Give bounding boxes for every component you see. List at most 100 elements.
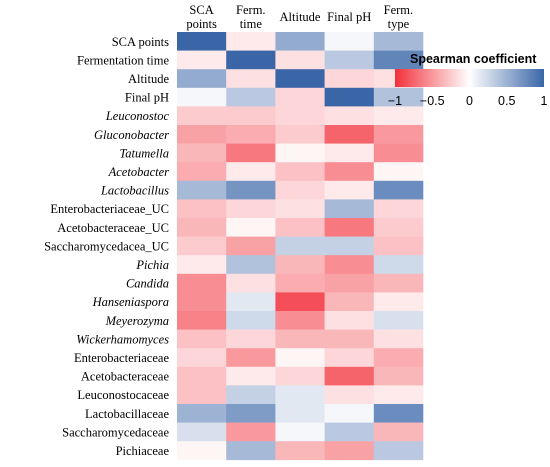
heatmap-cell <box>177 404 227 423</box>
heatmap-cell <box>373 32 424 51</box>
row-label: Tatumella <box>119 146 169 160</box>
heatmap-cell <box>177 125 227 144</box>
row-label: Gluconobacter <box>94 128 169 142</box>
heatmap-cell <box>177 366 227 386</box>
heatmap-cell <box>324 255 375 275</box>
row-label: Saccharomycedaceae <box>62 425 169 439</box>
heatmap-cell <box>275 422 325 442</box>
heatmap-cell <box>226 106 276 126</box>
heatmap-cell <box>373 385 424 405</box>
heatmap-cell <box>373 366 424 386</box>
heatmap-cell <box>373 162 424 182</box>
heatmap-cell <box>177 441 227 461</box>
row-label: Acetobacter <box>108 165 170 179</box>
heatmap-cell <box>324 69 375 89</box>
heatmap-cell <box>177 143 227 163</box>
heatmap-cell <box>226 218 276 237</box>
heatmap-cell <box>324 348 375 368</box>
row-label: SCA points <box>112 35 169 49</box>
legend-tick-label: 0 <box>466 94 473 108</box>
heatmap-cell <box>226 292 276 312</box>
row-label: Wickerhamomyces <box>76 332 169 346</box>
row-label: Saccharomycedacea_UC <box>44 239 169 253</box>
heatmap-cell <box>226 143 276 163</box>
heatmap-cell <box>177 199 227 219</box>
heatmap-cell <box>275 366 325 386</box>
heatmap-cell <box>373 404 424 423</box>
heatmap-cell <box>373 125 424 144</box>
heatmap-cell <box>373 199 424 219</box>
heatmap-cell <box>373 236 424 256</box>
column-label: Ferm. type <box>384 3 414 31</box>
heatmap-cell <box>275 311 325 330</box>
heatmap-cell <box>177 32 227 51</box>
heatmap-cell <box>226 273 276 293</box>
heatmap-cell <box>324 106 375 126</box>
heatmap-cell <box>275 87 325 107</box>
column-label: Altitude <box>280 10 321 24</box>
heatmap-cell <box>226 366 276 386</box>
row-label: Meyerozyma <box>105 314 169 328</box>
heatmap-cell <box>324 292 375 312</box>
heatmap-cell <box>324 422 375 442</box>
legend-tick-labels: −1 −0.5 0 0.5 1 <box>388 94 548 108</box>
column-label: Final pH <box>327 10 371 24</box>
heatmap-cell <box>373 422 424 442</box>
heatmap-cell <box>177 106 227 126</box>
heatmap-cell <box>275 348 325 368</box>
row-label: Fermentation time <box>77 53 169 67</box>
column-label: SCA points <box>186 3 217 31</box>
heatmap-cell <box>324 125 375 144</box>
heatmap-cell <box>324 218 375 237</box>
heatmap-cell <box>177 422 227 442</box>
heatmap-cell <box>275 143 325 163</box>
heatmap-cell <box>324 87 375 107</box>
heatmap-cell <box>177 273 227 293</box>
heatmap-cell <box>275 255 325 275</box>
heatmap-cell <box>226 162 276 182</box>
heatmap-cell <box>226 348 276 368</box>
heatmap-cell <box>324 366 375 386</box>
heatmap-cell <box>275 50 325 70</box>
heatmap-cell <box>275 125 325 144</box>
heatmap-cell <box>275 106 325 126</box>
heatmap-cell <box>177 255 227 275</box>
heatmap-cell <box>226 69 276 89</box>
row-label: Pichiaceae <box>116 444 170 458</box>
row-label: Acetobacteraceae <box>81 370 170 384</box>
heatmap-cell <box>275 162 325 182</box>
row-label: Leuconostocaceae <box>77 388 169 402</box>
legend-tick-label: −0.5 <box>420 94 445 108</box>
heatmap-cell <box>275 180 325 200</box>
heatmap-cell <box>226 125 276 144</box>
heatmap-cell <box>226 50 276 70</box>
heatmap-cell <box>324 50 375 70</box>
heatmap-cell <box>275 218 325 237</box>
heatmap-cell <box>373 255 424 275</box>
heatmap-cell <box>275 292 325 312</box>
heatmap-cell <box>226 180 276 200</box>
heatmap-cell <box>177 385 227 405</box>
heatmap-cell <box>177 236 227 256</box>
heatmap-cell <box>177 50 227 70</box>
heatmap-cell <box>373 106 424 126</box>
heatmap-cell <box>275 385 325 405</box>
heatmap-cell <box>226 255 276 275</box>
heatmap-cell <box>275 199 325 219</box>
heatmap-cell <box>324 143 375 163</box>
row-label: Leuconostoc <box>105 109 170 123</box>
legend-colorbar <box>395 69 544 87</box>
heatmap-cell <box>226 236 276 256</box>
heatmap-cell <box>275 329 325 349</box>
color-legend: Spearman coefficient −1 −0.5 0 0.5 1 <box>388 52 548 108</box>
heatmap-cell <box>373 180 424 200</box>
heatmap-cell <box>226 199 276 219</box>
heatmap-cell <box>324 236 375 256</box>
heatmap-cell <box>226 422 276 442</box>
heatmap-cell <box>226 441 276 461</box>
column-label: Ferm. time <box>236 3 266 31</box>
heatmap-cell <box>177 180 227 200</box>
legend-tick-label: 1 <box>541 94 548 108</box>
heatmap-cell <box>275 273 325 293</box>
